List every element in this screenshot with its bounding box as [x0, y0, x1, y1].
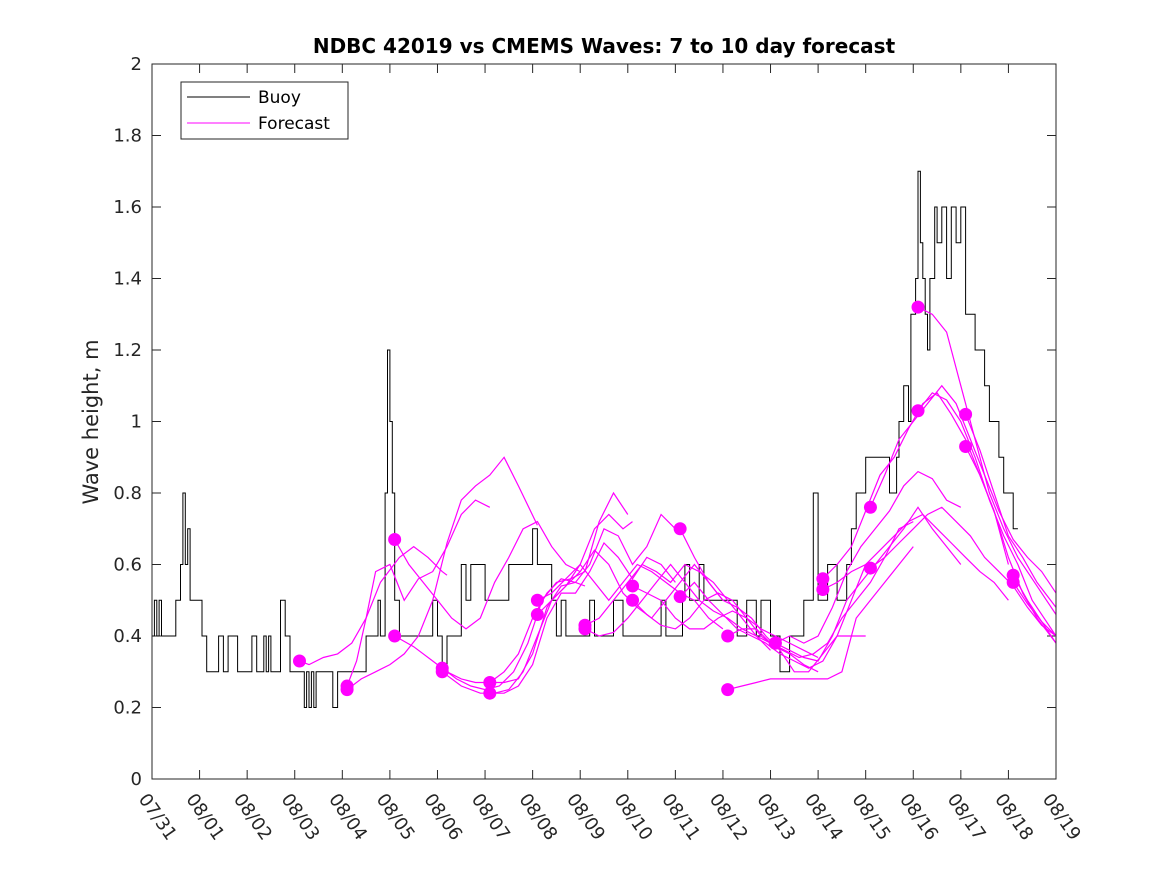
forecast-line — [917, 306, 1057, 615]
y-tick-label: 0.6 — [113, 555, 142, 576]
forecast-start-marker — [673, 522, 687, 536]
forecast-start-marker — [721, 629, 735, 643]
forecast-start-marker — [388, 629, 402, 643]
forecast-line — [632, 585, 819, 673]
plot-area-border — [151, 63, 1057, 780]
forecast-line — [441, 513, 633, 694]
forecast-start-marker — [388, 532, 402, 546]
forecast-start-marker — [530, 593, 544, 607]
forecast-start-marker — [483, 686, 497, 700]
forecast-line — [822, 513, 1009, 601]
forecast-line — [727, 521, 914, 659]
y-tick-label: 0.8 — [113, 483, 142, 504]
forecast-line — [584, 563, 771, 644]
forecast-start-marker — [530, 608, 544, 622]
forecast-line — [299, 545, 448, 666]
forecast-start-marker — [911, 404, 925, 418]
y-tick-label: 0 — [131, 769, 142, 790]
forecast-start-marker — [626, 579, 640, 593]
y-tick-label: 1.8 — [113, 126, 142, 147]
y-tick-label: 1 — [131, 412, 142, 433]
forecast-line — [965, 446, 1057, 644]
y-tick-label: 2 — [131, 54, 142, 75]
forecast-line — [537, 563, 724, 630]
forecast-line — [632, 592, 819, 659]
legend-buoy-label: Buoy — [258, 88, 301, 108]
y-tick-label: 1.2 — [113, 340, 142, 361]
forecast-start-marker — [863, 561, 877, 575]
forecast-start-marker — [292, 654, 306, 668]
forecast-line — [775, 470, 962, 644]
legend-forecast-label: Forecast — [258, 114, 330, 134]
forecast-line — [870, 506, 1057, 637]
forecast-line — [441, 491, 629, 691]
forecast-line — [727, 546, 914, 691]
forecast-start-marker — [578, 622, 592, 636]
forecast-line — [1012, 582, 1057, 637]
y-tick-label: 1.6 — [113, 197, 142, 218]
legend: Buoy Forecast — [180, 81, 349, 140]
forecast-start-marker — [816, 572, 830, 586]
forecast-start-markers — [292, 300, 1020, 700]
forecast-start-marker — [911, 300, 925, 314]
forecast-start-marker — [1006, 575, 1020, 589]
forecast-start-marker — [435, 665, 449, 679]
forecast-start-marker — [340, 683, 354, 697]
chart-title: NDBC 42019 vs CMEMS Waves: 7 to 10 day f… — [313, 34, 896, 58]
forecast-line — [1012, 574, 1057, 644]
forecast-line — [394, 520, 581, 630]
forecast-line — [489, 541, 676, 694]
forecast-start-marker — [959, 407, 973, 421]
forecast-start-marker — [768, 636, 782, 650]
buoy-series — [152, 170, 1018, 708]
forecast-start-marker — [863, 500, 877, 514]
y-tick-label: 0.2 — [113, 698, 142, 719]
y-axis-label: Wave height, m — [79, 339, 103, 504]
forecast-start-marker — [626, 593, 640, 607]
forecast-start-marker — [673, 590, 687, 604]
y-tick-label: 1.4 — [113, 269, 142, 290]
forecast-line — [346, 456, 538, 691]
forecast-line — [489, 513, 676, 684]
forecast-start-marker — [483, 675, 497, 689]
buoy-line — [152, 170, 1018, 708]
y-tick-label: 0.4 — [113, 626, 142, 647]
forecast-start-marker — [721, 683, 735, 697]
forecast-line — [965, 414, 1057, 608]
forecast-start-marker — [959, 440, 973, 454]
legend-box — [180, 81, 349, 140]
forecast-start-marker — [816, 583, 830, 597]
forecast-line — [869, 384, 1057, 594]
forecast-line — [346, 499, 491, 687]
